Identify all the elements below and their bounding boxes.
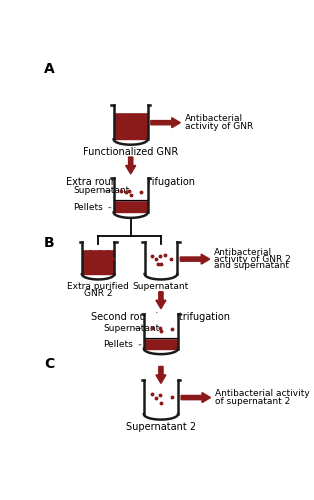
Bar [114,106,147,140]
Text: Antibacterial: Antibacterial [185,114,243,124]
Bar [144,314,177,322]
Bar [145,244,176,274]
Text: Supernatant: Supernatant [133,282,189,291]
Text: Supernatant: Supernatant [73,186,130,196]
Bar [114,177,147,185]
Bar [83,242,114,249]
Text: Antibacterial: Antibacterial [214,248,273,258]
Text: Extra purified: Extra purified [67,282,129,291]
Text: Supernatant 2: Supernatant 2 [126,422,196,432]
Bar [144,338,177,349]
Bar [114,200,147,212]
Text: Pellets: Pellets [104,340,141,349]
Bar [144,320,177,338]
Bar [114,184,147,200]
Polygon shape [180,254,210,264]
Text: Supernatant: Supernatant [104,324,160,333]
Text: Second round centrifugation: Second round centrifugation [91,312,230,322]
Text: C: C [44,357,54,371]
Bar [144,379,177,387]
Text: B: B [44,236,55,250]
Bar [83,244,114,274]
Text: and supernatant: and supernatant [214,261,290,270]
Text: of supernatant 2: of supernatant 2 [215,397,290,406]
Polygon shape [181,392,210,402]
Text: Extra round centrifugation: Extra round centrifugation [66,177,195,187]
Polygon shape [156,366,166,384]
Text: activity of GNR: activity of GNR [185,122,253,131]
Polygon shape [151,118,180,128]
Text: A: A [44,62,55,76]
Bar [145,242,176,249]
Polygon shape [126,157,136,174]
Bar [144,381,177,414]
Text: Functionalized GNR: Functionalized GNR [83,147,178,157]
Text: GNR 2: GNR 2 [84,288,112,298]
Polygon shape [156,292,166,308]
Text: Pellets: Pellets [73,203,111,212]
Text: Antibacterial activity: Antibacterial activity [215,389,310,398]
Text: activity of GNR 2: activity of GNR 2 [214,254,291,264]
Bar [114,104,147,112]
